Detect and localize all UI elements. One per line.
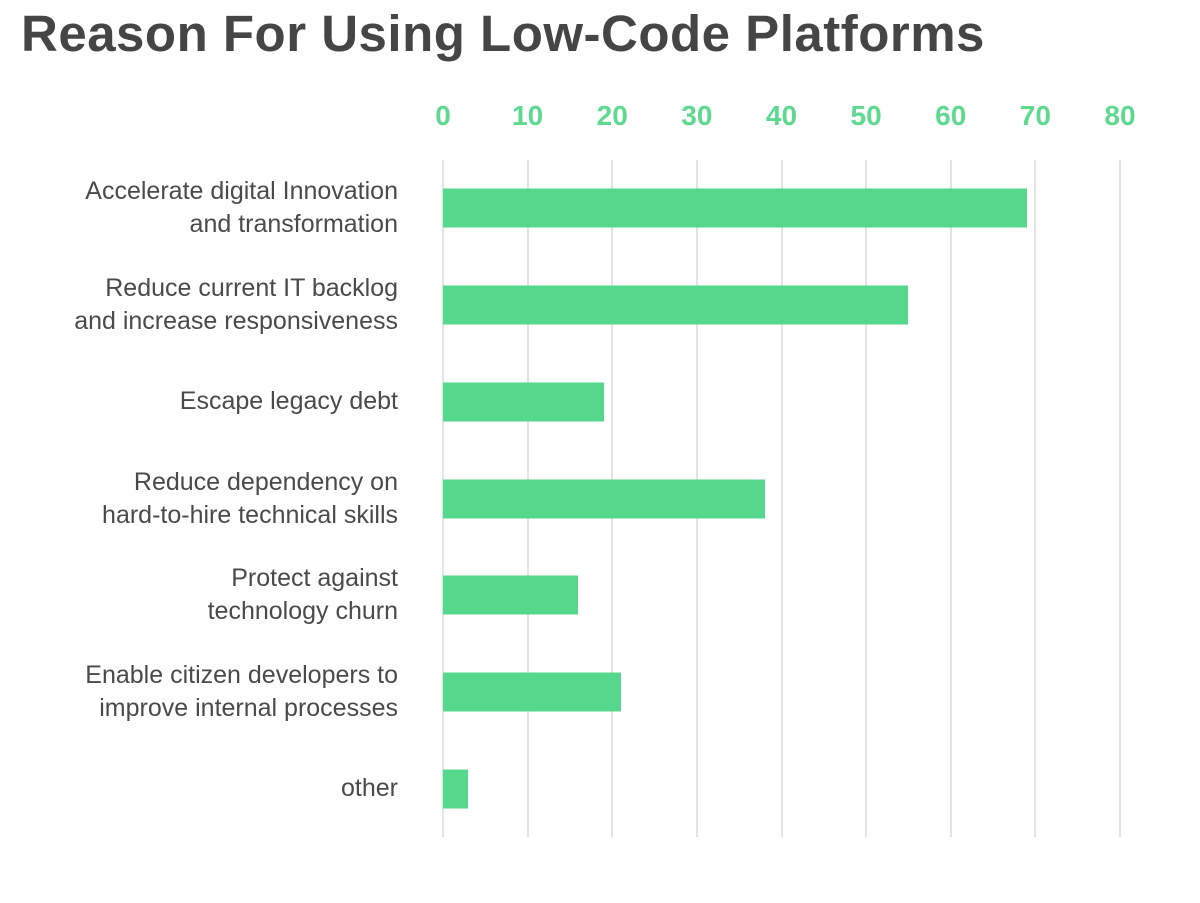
bar-zone: [443, 450, 1200, 547]
category-label: Escape legacy debt: [0, 385, 443, 418]
x-tick-label-30: 30: [681, 100, 713, 131]
gridline-60: [949, 160, 952, 837]
bar-zone: [443, 644, 1200, 741]
chart-row: other: [0, 740, 1200, 837]
category-label-line: hard-to-hire technical skills: [102, 500, 398, 529]
bar-zone: [443, 257, 1200, 354]
chart-row: Reduce dependency on hard-to-hire technic…: [0, 450, 1200, 547]
bar-zone: [443, 740, 1200, 837]
chart-row: Protect against technology churn: [0, 547, 1200, 644]
category-label: Accelerate digital Innovation and transfo…: [0, 175, 443, 241]
category-label-line: other: [341, 774, 398, 803]
category-label-line: improve internal processes: [99, 693, 398, 722]
category-label-line: Accelerate digital Innovation: [85, 177, 398, 206]
bar: [443, 575, 579, 615]
category-label-line: Enable citizen developers to: [85, 660, 398, 689]
category-label-line: Reduce dependency on: [133, 467, 398, 496]
category-label: other: [0, 772, 443, 805]
category-label-line: Escape legacy debt: [179, 387, 398, 416]
x-tick-label-40: 40: [765, 100, 798, 131]
gridline-80: [1119, 160, 1121, 837]
x-tick-label-10: 10: [512, 100, 544, 131]
x-tick-label-50: 50: [850, 100, 882, 131]
gridline-40: [780, 160, 783, 837]
gridline-50: [865, 160, 868, 837]
x-tick-label-60: 60: [935, 100, 967, 131]
chart-row: Enable citizen developers to improve inte…: [0, 644, 1200, 741]
x-axis-top: 0 10 20 30 40 50 60 70 80: [435, 100, 1135, 134]
bar: [443, 479, 765, 519]
category-label-line: and increase responsiveness: [74, 307, 398, 336]
chart-row: Escape legacy debt: [0, 353, 1200, 450]
chart-title: Reason For Using Low-Code Platforms: [21, 5, 985, 62]
category-label-line: Reduce current IT backlog: [105, 274, 398, 303]
bar-zone: [443, 160, 1200, 257]
chart-row: Reduce current IT backlog and increase re…: [0, 257, 1200, 354]
bar-zone: [443, 353, 1200, 450]
chart-row: Accelerate digital Innovation and transfo…: [0, 160, 1200, 257]
bar: [443, 769, 469, 809]
bar: [443, 188, 1027, 228]
category-label-line: Protect against: [231, 564, 398, 593]
x-tick-label-20: 20: [596, 100, 628, 131]
bar: [443, 382, 604, 422]
x-tick-label-80: 80: [1104, 100, 1136, 131]
category-label: Enable citizen developers to improve inte…: [0, 659, 443, 725]
category-label-line: technology churn: [207, 597, 398, 626]
category-label: Reduce current IT backlog and increase re…: [0, 272, 443, 338]
x-tick-label-0: 0: [435, 100, 451, 131]
chart-rows: Accelerate digital Innovation and transfo…: [0, 160, 1200, 837]
bar: [443, 672, 621, 712]
category-label: Protect against technology churn: [0, 562, 443, 628]
x-tick-label-70: 70: [1019, 100, 1051, 131]
category-label-line: and transformation: [189, 210, 398, 239]
category-label: Reduce dependency on hard-to-hire technic…: [0, 466, 443, 532]
bar: [443, 285, 909, 325]
bar-zone: [443, 547, 1200, 644]
gridline-70: [1034, 160, 1037, 837]
